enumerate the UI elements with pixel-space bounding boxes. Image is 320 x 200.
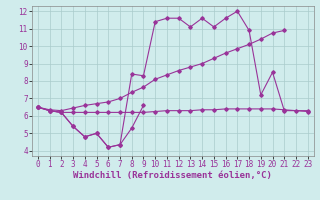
X-axis label: Windchill (Refroidissement éolien,°C): Windchill (Refroidissement éolien,°C) [73,171,272,180]
